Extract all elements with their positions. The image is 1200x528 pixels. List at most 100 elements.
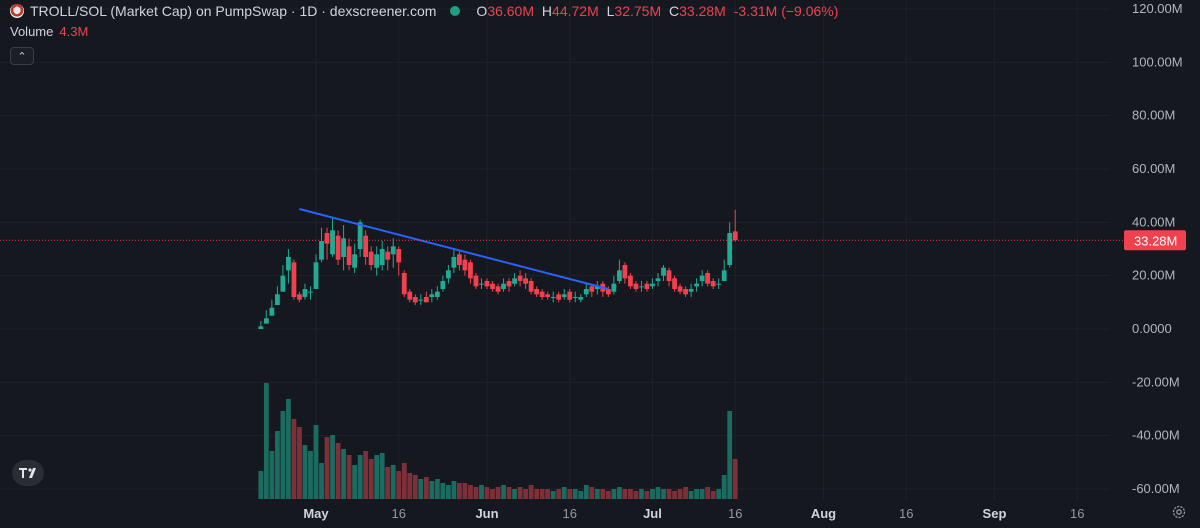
volume-bar xyxy=(352,465,358,499)
candle-body xyxy=(677,286,683,292)
volume-bar xyxy=(363,451,369,499)
volume-bar xyxy=(578,491,584,499)
volume-bar xyxy=(280,411,286,499)
volume-bar xyxy=(661,489,666,499)
candle-body xyxy=(605,289,611,295)
candle-body xyxy=(258,326,264,329)
volume-bar xyxy=(622,489,628,499)
candle-body xyxy=(374,254,380,268)
volume-bar xyxy=(335,443,341,499)
live-status-dot-icon xyxy=(450,6,461,16)
candle-body xyxy=(644,283,650,289)
candle-body xyxy=(501,283,506,289)
volume-bar xyxy=(319,463,324,499)
volume-bar xyxy=(589,487,595,499)
volume-bar xyxy=(550,491,556,499)
volume-bar xyxy=(396,471,402,499)
volume-bar xyxy=(462,483,468,499)
high-value: 44.72M xyxy=(552,3,599,19)
volume-bar xyxy=(572,489,578,499)
candle-body xyxy=(363,235,369,257)
candle-body xyxy=(313,262,319,289)
volume-bar xyxy=(368,459,374,499)
candle-body xyxy=(655,278,661,281)
last-price-badge xyxy=(1124,230,1186,251)
candle-body xyxy=(368,251,374,265)
candle-body xyxy=(672,278,677,289)
volume-bar xyxy=(644,491,650,499)
candle-body xyxy=(572,297,578,298)
candle-body xyxy=(418,299,424,301)
candle-body xyxy=(633,283,639,289)
x-tick-label: Jul xyxy=(643,506,662,521)
volume-bar xyxy=(528,485,534,499)
volume-bar xyxy=(688,491,694,499)
volume-bar xyxy=(357,455,363,499)
volume-bar xyxy=(600,489,606,499)
volume-bar xyxy=(379,453,385,499)
candle-body xyxy=(716,283,722,285)
low-value: 32.75M xyxy=(614,3,662,19)
candle-body xyxy=(468,262,473,279)
candle-body xyxy=(705,273,711,284)
candle-body xyxy=(324,233,330,244)
volume-bar xyxy=(561,487,567,499)
candle-body xyxy=(302,289,308,297)
volume-bar xyxy=(611,489,617,499)
y-tick-label: -20.00M xyxy=(1132,374,1180,389)
volume-bar xyxy=(567,489,573,499)
candle-body xyxy=(484,281,490,287)
y-tick-label: 20.00M xyxy=(1132,268,1175,283)
candle-body xyxy=(694,283,700,287)
volume-bar xyxy=(269,451,275,499)
volume-bar xyxy=(385,467,391,499)
collapse-legend-button[interactable]: ⌃ xyxy=(10,47,34,65)
volume-bar xyxy=(418,479,424,499)
candle-body xyxy=(550,297,556,298)
candle-body xyxy=(274,294,280,305)
low-label: L xyxy=(606,3,615,19)
x-tick-label: Sep xyxy=(983,506,1007,521)
volume-bar xyxy=(534,489,540,499)
volume-bar xyxy=(341,449,346,499)
candle-body xyxy=(666,270,672,281)
candle-body xyxy=(357,222,363,249)
candle-body xyxy=(523,278,529,284)
volume-bar xyxy=(297,427,302,499)
candle-body xyxy=(479,283,484,285)
volume-bar xyxy=(523,489,529,499)
candle-body xyxy=(594,286,600,289)
volume-bar xyxy=(716,489,722,499)
y-tick-label: -40.00M xyxy=(1132,428,1180,443)
volume-bar xyxy=(545,489,551,499)
candle-body xyxy=(589,286,595,292)
volume-bar xyxy=(583,485,589,499)
candle-body xyxy=(622,265,628,279)
change-value: -3.31M (−9.06%) xyxy=(733,3,839,19)
x-tick-label: May xyxy=(303,506,329,521)
volume-bar xyxy=(490,489,495,499)
volume-legend: Volume 4.3M xyxy=(10,24,88,39)
candle-body xyxy=(390,246,396,255)
volume-bar xyxy=(677,489,683,499)
gear-icon[interactable] xyxy=(1171,504,1187,520)
volume-bar xyxy=(705,487,711,499)
high-label: H xyxy=(541,3,553,19)
candle-body xyxy=(512,278,517,284)
volume-bar xyxy=(721,475,727,499)
tradingview-logo-icon[interactable] xyxy=(12,460,44,486)
volume-bar xyxy=(517,487,523,499)
candle-body xyxy=(661,267,666,276)
volume-bar xyxy=(457,483,462,499)
volume-bar xyxy=(412,475,418,499)
volume-bar xyxy=(666,489,672,499)
y-tick-label: 120.00M xyxy=(1132,1,1183,16)
candle-body xyxy=(495,286,501,292)
volume-bar xyxy=(683,487,688,499)
chart-legend: TROLL/SOL (Market Cap) on PumpSwap · 1D … xyxy=(10,2,838,20)
volume-bar xyxy=(501,485,506,499)
candle-body xyxy=(412,297,418,303)
volume-bar xyxy=(616,487,622,499)
